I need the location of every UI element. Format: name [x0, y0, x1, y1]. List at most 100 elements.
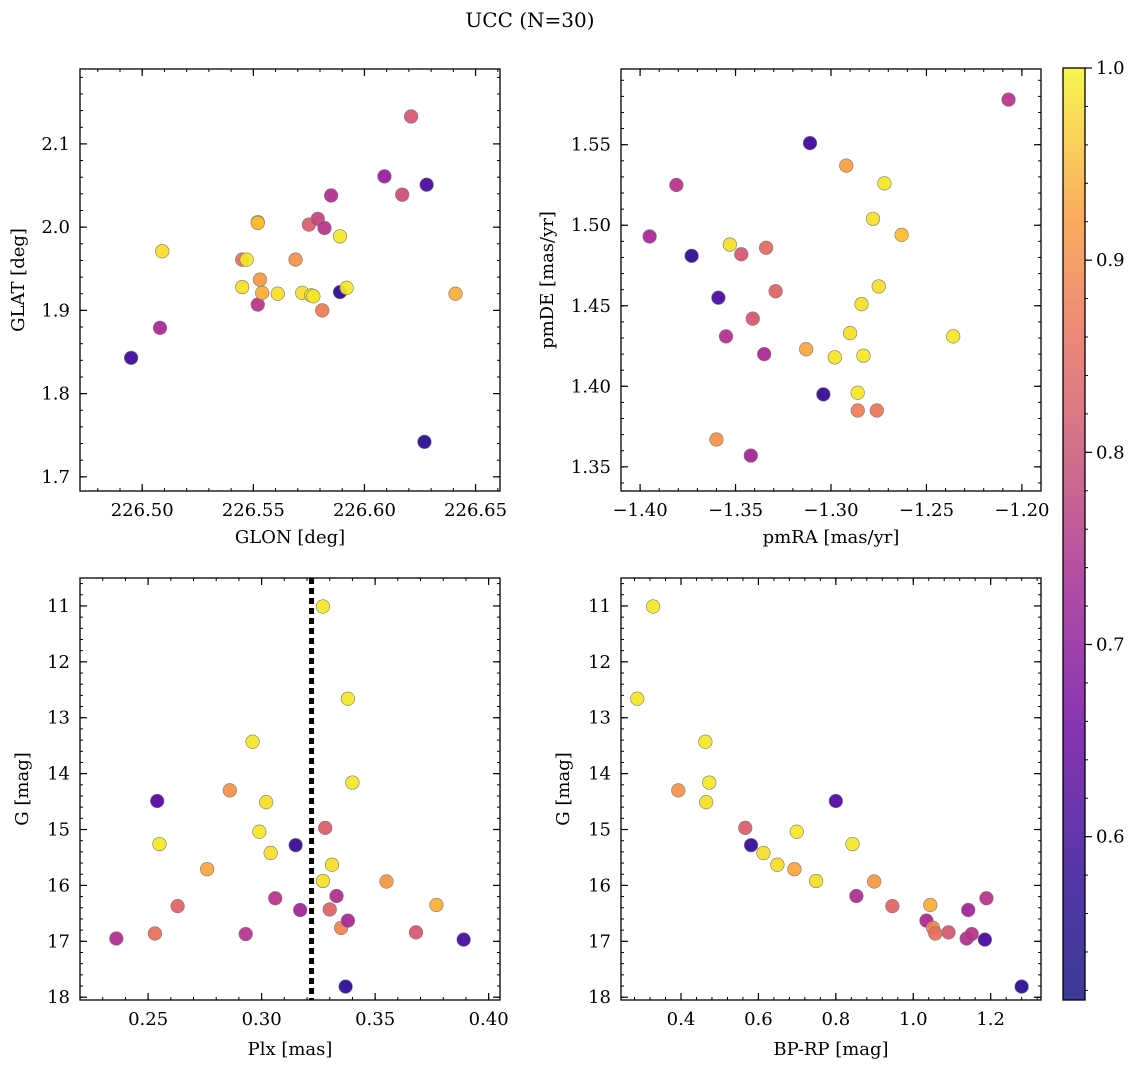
y-tick-label: 16	[47, 875, 70, 896]
y-tick-label: 15	[588, 820, 611, 841]
data-point	[238, 926, 253, 942]
data-point	[711, 290, 726, 305]
data-point	[869, 403, 884, 418]
colorbar: 0.6 0.7 0.8 0.9 1.0	[1062, 58, 1125, 1001]
scatter-points	[642, 92, 1016, 463]
data-point	[828, 793, 843, 809]
x-axis-label: GLON [deg]	[235, 527, 345, 548]
data-point	[332, 229, 348, 244]
data-point	[709, 432, 724, 447]
data-point	[419, 177, 434, 192]
x-tick-label: 1.0	[899, 1009, 928, 1030]
data-point	[152, 320, 168, 335]
panel-color-magnitude: 0.4 0.6 0.8 1.0 1.2 11 12 13 14 15 16 17 18 BP-RP [m…	[553, 577, 1042, 1060]
data-point	[306, 289, 321, 304]
data-point	[340, 913, 355, 928]
y-tick-label: 16	[588, 875, 611, 896]
data-point	[722, 237, 737, 252]
x-tick-label: 0.35	[355, 1009, 395, 1030]
colorbar-tick-label: 0.9	[1096, 250, 1125, 271]
colorbar-frame	[1062, 67, 1086, 1001]
colorbar-tick-label: 0.7	[1096, 634, 1125, 655]
y-tick-label: 1.40	[571, 376, 611, 397]
x-tick-label: −1.25	[899, 500, 954, 521]
data-point	[842, 326, 858, 341]
data-point	[263, 845, 278, 861]
data-point	[317, 220, 332, 236]
y-axis-label: G [mag]	[553, 752, 574, 825]
y-axis-label: GLAT [deg]	[8, 228, 29, 332]
data-point	[671, 783, 686, 798]
data-point	[734, 247, 749, 262]
x-tick-label: −1.20	[994, 500, 1049, 521]
colorbar-tick-label: 0.8	[1096, 442, 1125, 463]
data-point	[669, 177, 684, 193]
data-point	[630, 691, 645, 706]
y-tick-label: 2.0	[41, 217, 70, 238]
data-point	[923, 897, 938, 913]
data-point	[787, 862, 802, 877]
y-axis-label: pmDE [mas/yr]	[537, 211, 558, 349]
y-tick-label: 1.35	[571, 457, 611, 478]
scatter-points	[124, 109, 463, 449]
data-point	[757, 346, 772, 362]
data-point	[964, 926, 979, 942]
y-tick-label: 15	[47, 820, 70, 841]
x-axis-label: pmRA [mas/yr]	[763, 527, 900, 548]
data-point	[288, 252, 303, 267]
x-axis-label: BP-RP [mag]	[773, 1039, 888, 1060]
y-tick-label: 11	[47, 596, 70, 617]
data-point	[770, 857, 785, 872]
data-point	[850, 403, 865, 418]
data-point	[738, 820, 753, 835]
data-point	[699, 795, 714, 810]
data-point	[318, 820, 333, 835]
data-point	[235, 279, 250, 295]
data-point	[799, 342, 814, 357]
data-point	[941, 925, 956, 940]
y-axis-label: G [mag]	[12, 752, 33, 825]
data-point	[871, 279, 886, 294]
x-tick-label: 226.65	[444, 500, 507, 521]
y-tick-label: 13	[47, 708, 70, 729]
x-tick-label: 1.2	[976, 1009, 1005, 1030]
x-tick-label: 226.55	[222, 500, 285, 521]
axes-frame	[620, 68, 1042, 492]
data-point	[979, 891, 994, 906]
data-point	[854, 297, 869, 312]
y-tick-label: 1.50	[571, 215, 611, 236]
scatter-points	[630, 599, 1029, 994]
data-point	[684, 248, 699, 263]
data-point	[404, 109, 419, 124]
data-point	[946, 329, 961, 344]
y-tick-label: 17	[47, 931, 70, 952]
data-point	[324, 188, 339, 203]
data-point	[252, 824, 267, 839]
data-point	[150, 793, 165, 809]
x-tick-label: −1.30	[803, 500, 858, 521]
axes-frame	[79, 68, 501, 492]
data-point	[417, 434, 432, 449]
data-point	[743, 838, 759, 853]
y-tick-label: 14	[47, 764, 70, 785]
data-point	[849, 888, 864, 904]
data-point	[379, 874, 394, 889]
data-point	[377, 169, 392, 184]
data-point	[456, 932, 471, 947]
x-tick-label: 0.4	[667, 1009, 696, 1030]
scatter-points	[109, 599, 471, 994]
x-tick-label: 0.40	[469, 1009, 509, 1030]
data-point	[448, 286, 463, 301]
y-tick-label: 1.7	[41, 467, 70, 488]
data-point	[109, 931, 124, 946]
data-point	[867, 874, 882, 889]
x-tick-label: 0.25	[128, 1009, 168, 1030]
y-tick-label: 17	[588, 931, 611, 952]
data-point	[961, 902, 976, 918]
y-tick-label: 13	[588, 708, 611, 729]
data-point	[252, 272, 268, 287]
data-point	[324, 857, 340, 872]
data-point	[245, 734, 260, 749]
y-tick-label: 18	[588, 987, 611, 1008]
